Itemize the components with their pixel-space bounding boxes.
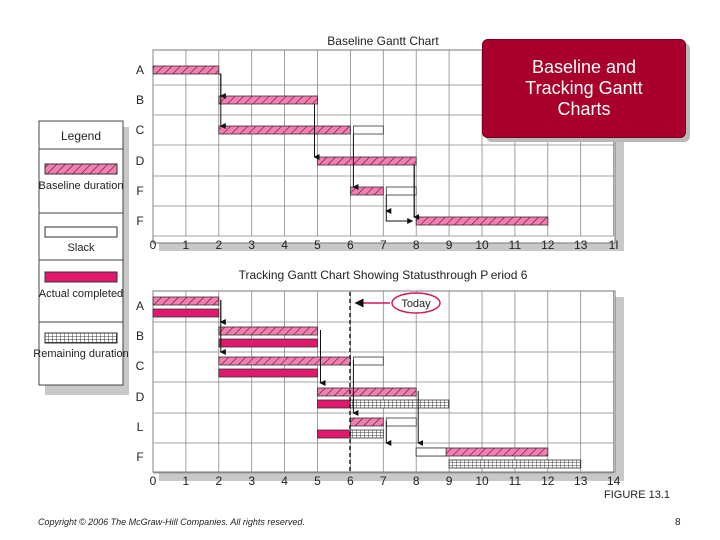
- slack-bar: [352, 125, 384, 135]
- x-tick-label: 6: [347, 474, 354, 488]
- baseline-bar: [218, 125, 351, 135]
- legend-title: Legend: [61, 129, 101, 143]
- baseline-bar: [218, 95, 318, 105]
- x-tick-label: 9: [446, 474, 453, 488]
- task-label: B: [136, 93, 144, 107]
- tracking-panel: [152, 290, 616, 473]
- task-label: B: [136, 329, 144, 343]
- task-label: C: [136, 359, 145, 373]
- task-label: L: [137, 420, 144, 434]
- x-tick-label: 4: [281, 474, 288, 488]
- x-tick-label: 1: [183, 474, 190, 488]
- x-tick-label: 13: [574, 474, 588, 488]
- slack-bar: [385, 417, 417, 427]
- legend-remaining-label: Remaining duration: [33, 348, 128, 360]
- today-bubble: [391, 292, 441, 314]
- x-tick-label: 1: [183, 238, 190, 252]
- actual-bar: [152, 308, 220, 318]
- task-label: D: [136, 154, 145, 168]
- baseline-bar: [349, 417, 384, 427]
- x-tick-label: 8: [413, 238, 420, 252]
- x-tick-label: 5: [314, 474, 321, 488]
- x-tick-label: 3: [248, 238, 255, 252]
- x-tick-label: 11: [509, 474, 522, 488]
- baseline-bar: [152, 296, 220, 306]
- baseline-bar: [218, 356, 351, 366]
- x-tick-label: 0: [150, 474, 157, 488]
- actual-bar: [317, 399, 351, 409]
- x-tick-label: 3: [248, 474, 255, 488]
- x-tick-label: 2: [215, 474, 222, 488]
- task-label: D: [136, 390, 145, 404]
- x-tick-label: 13: [574, 238, 588, 252]
- baseline-bar: [152, 65, 220, 75]
- slack-bar: [415, 447, 447, 457]
- legend-remaining-swatch: [44, 332, 118, 344]
- x-tick-label: 14: [607, 474, 621, 488]
- remaining-bar: [349, 429, 384, 439]
- x-tick-label: 9: [446, 238, 453, 252]
- x-tick-label: 11: [509, 238, 522, 252]
- actual-bar: [218, 368, 318, 378]
- copyright-notice: Copyright © 2006 The McGraw-Hill Compani…: [38, 517, 305, 527]
- x-tick-label: 4: [281, 238, 288, 252]
- x-tick-label: 8: [413, 474, 420, 488]
- baseline-bar: [349, 186, 384, 196]
- task-label: A: [136, 299, 144, 313]
- page-number: 8: [675, 517, 681, 528]
- legend-slack-swatch: [44, 226, 118, 238]
- slide-title: Baseline and Tracking Gantt Charts: [525, 57, 643, 119]
- today-label: Today: [401, 298, 431, 310]
- baseline-chart-title: Baseline Gantt Chart: [327, 34, 439, 48]
- x-tick-label: 10: [475, 238, 489, 252]
- remaining-bar: [349, 399, 450, 409]
- slack-bar: [385, 186, 417, 196]
- actual-bar: [317, 429, 351, 439]
- x-tick-label: 2: [215, 238, 222, 252]
- actual-bar: [218, 338, 318, 348]
- legend-actual-label: Actual completed: [39, 288, 123, 300]
- x-tick-label: 7: [380, 238, 387, 252]
- slack-bar: [352, 356, 384, 366]
- remaining-bar: [448, 459, 582, 469]
- x-tick-label: 10: [475, 474, 489, 488]
- baseline-bar: [415, 216, 549, 226]
- legend-baseline-label: Baseline duration: [38, 180, 123, 192]
- legend-baseline-swatch: [44, 163, 118, 175]
- x-tick-label: 1I: [609, 238, 619, 252]
- x-tick-label: 6: [347, 238, 354, 252]
- task-label: F: [136, 450, 143, 464]
- legend-slack-label: Slack: [68, 242, 95, 254]
- task-label: F: [136, 214, 143, 228]
- x-tick-label: 7: [380, 474, 387, 488]
- x-tick-label: 5: [314, 238, 321, 252]
- dependency-connector: [413, 165, 421, 218]
- x-tick-label: 0: [150, 238, 157, 252]
- slide-title-box: Baseline and Tracking Gantt Charts: [482, 39, 686, 138]
- legend: Legend Baseline duration Slack Actual co…: [33, 120, 129, 395]
- task-label: C: [136, 123, 145, 137]
- figure-label: FIGURE 13.1: [604, 489, 671, 501]
- baseline-bar: [317, 156, 417, 166]
- baseline-bar: [218, 326, 318, 336]
- legend-actual-swatch: [44, 271, 118, 283]
- x-tick-label: 12: [541, 238, 555, 252]
- baseline-bar: [317, 387, 417, 397]
- x-tick-label: 12: [541, 474, 555, 488]
- dependency-arrow: [385, 211, 414, 224]
- task-label: A: [136, 63, 144, 77]
- tracking-chart-title: Tracking Gantt Chart Showing Statusthrou…: [239, 268, 528, 282]
- task-label: F: [136, 184, 143, 198]
